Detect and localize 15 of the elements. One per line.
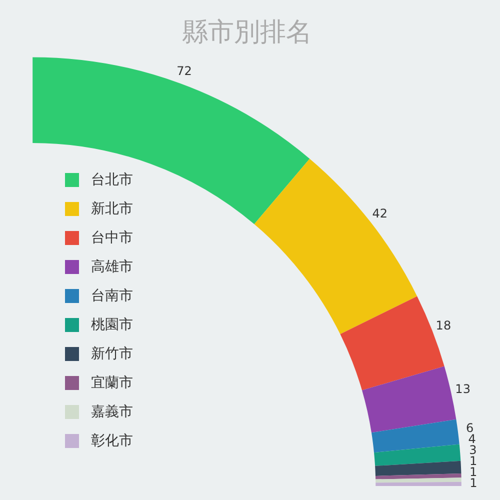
legend-label: 台北市 [91,170,133,188]
legend-label: 彰化市 [91,432,133,450]
data-label: 42 [372,206,388,221]
legend-label: 台南市 [91,286,133,304]
legend-label: 台中市 [91,228,133,246]
data-label: 18 [436,318,452,332]
legend-label: 宜蘭市 [91,374,133,392]
data-label: 13 [455,382,470,396]
legend-label: 嘉義市 [91,402,133,420]
chart-title: 縣市別排名 [182,17,312,48]
legend-label: 新北市 [91,200,133,218]
legend-label: 新竹市 [91,344,133,362]
legend-label: 高雄市 [91,258,133,276]
legend-label: 桃園市 [91,316,133,334]
data-label: 72 [176,64,192,78]
